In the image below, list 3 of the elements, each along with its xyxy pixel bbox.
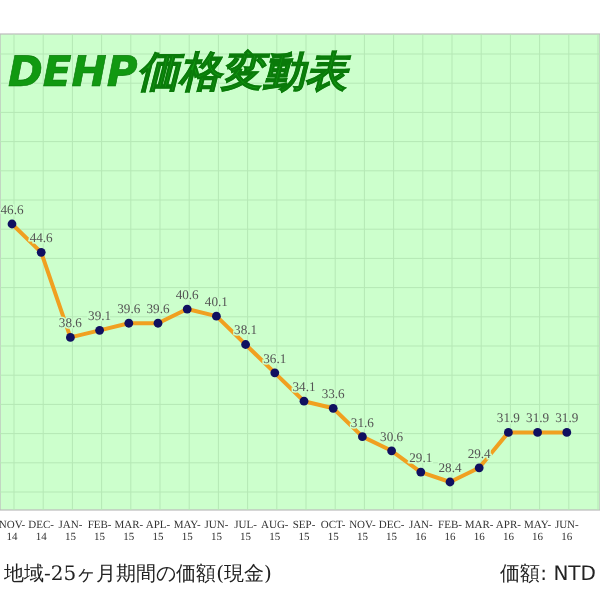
chart-title: DEHP価格変動表 [8,48,354,96]
text: 地域-25ヶ月期間の価額(現金) [2,562,273,586]
text: 価額: NTD [500,562,597,586]
